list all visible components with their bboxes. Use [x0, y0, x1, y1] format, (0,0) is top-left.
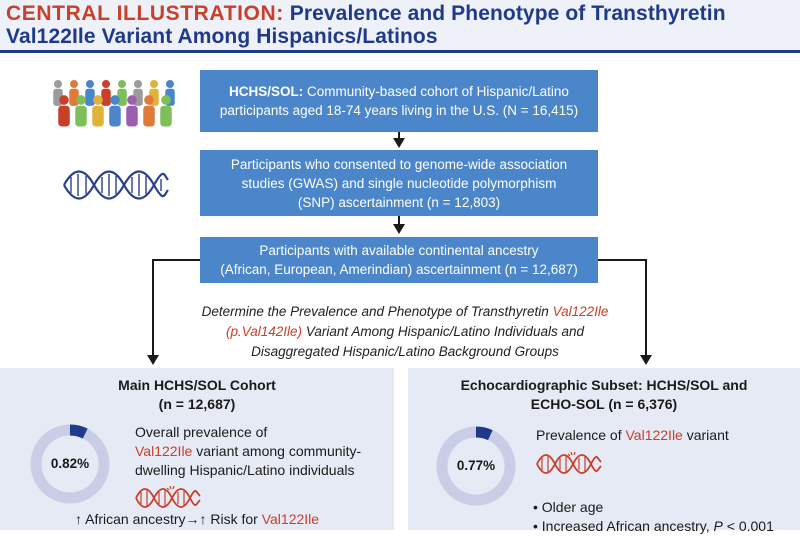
- main-cohort-ancestry-finding: ↑ African ancestry→↑ Risk for Val122Ile: [75, 510, 390, 529]
- echo-prevalence-donut: [436, 426, 516, 506]
- flow-box-gwas: Participants who consented to genome-wid…: [200, 150, 598, 216]
- dna-icon: [63, 170, 169, 200]
- title-part-2: Val122Ile Variant Among Hispanics/Latino…: [6, 25, 438, 48]
- objective-post-1: Variant Among Hispanic/Latino Individual…: [305, 324, 584, 339]
- main-cohort-text: Overall prevalence of Val122Ile variant …: [135, 423, 390, 480]
- flow-box-3-line-1: Participants with available continental …: [259, 243, 539, 258]
- branch-left-horizontal: [152, 259, 200, 261]
- title-line-2: Val122Ile Variant Among Hispanics/Latino…: [6, 25, 438, 49]
- objective-variant: Val122Ile: [552, 304, 609, 319]
- echo-bullet-1: • Older age: [533, 499, 604, 515]
- echo-bullet-2-pre: • Increased African ancestry,: [533, 518, 710, 534]
- dna-mutation-icon: [536, 452, 602, 474]
- echo-prevalence-value: 0.77%: [456, 458, 496, 473]
- dna-mutation-icon: [135, 486, 201, 508]
- echo-subset-title: Echocardiographic Subset: HCHS/SOL and E…: [408, 376, 800, 414]
- objective-post-2: Disaggregated Hispanic/Latino Background…: [251, 344, 559, 359]
- flow-box-2-line-3: (SNP) ascertainment (n = 12,803): [297, 194, 501, 210]
- objective-pre: Determine the Prevalence and Phenotype o…: [201, 304, 549, 319]
- flow-box-3-line-2: (African, European, Amerindian) ascertai…: [220, 262, 578, 277]
- flow-box-2-line-2: studies (GWAS) and single nucleotide pol…: [241, 175, 557, 191]
- panel-echo-subset: Echocardiographic Subset: HCHS/SOL and E…: [408, 368, 800, 534]
- header: CENTRAL ILLUSTRATION: Prevalence and Phe…: [0, 0, 800, 50]
- arrow-2-head: [393, 224, 405, 234]
- hchs-sol-label: HCHS/SOL:: [229, 84, 304, 99]
- panel-main-cohort: Main HCHS/SOL Cohort (n = 12,687) 0.82% …: [0, 368, 394, 530]
- branch-right-head: [640, 355, 652, 365]
- main-cohort-title: Main HCHS/SOL Cohort (n = 12,687): [0, 376, 394, 414]
- echo-bullet-2-p: P: [713, 518, 723, 534]
- main-cohort-title-line-2: (n = 12,687): [158, 396, 236, 412]
- main-bottom-pre: ↑ African ancestry→↑ Risk for: [75, 511, 258, 527]
- title-line-1: CENTRAL ILLUSTRATION: Prevalence and Phe…: [6, 2, 726, 26]
- echo-text-variant: Val122Ile: [625, 427, 683, 443]
- central-illustration-label: CENTRAL ILLUSTRATION:: [6, 2, 284, 25]
- echo-bullet-2-post: < 0.001: [726, 518, 774, 534]
- branch-right-vertical: [645, 259, 647, 357]
- arrow-1-shaft: [398, 132, 400, 140]
- people-group-icon: [53, 80, 175, 127]
- branch-left-head: [147, 355, 159, 365]
- echo-bullet-list: • Older age • Increased African ancestry…: [533, 498, 798, 536]
- main-text-variant: Val122Ile: [135, 443, 193, 459]
- arrow-1-head: [393, 138, 405, 148]
- branch-right-horizontal: [598, 259, 646, 261]
- title-part-1: Prevalence and Phenotype of Transthyreti…: [289, 2, 726, 25]
- flow-box-1-line-2: participants aged 18-74 years living in …: [219, 103, 579, 118]
- echo-title-line-1: Echocardiographic Subset: HCHS/SOL and: [460, 377, 748, 393]
- echo-text-post: variant: [686, 427, 729, 443]
- main-cohort-title-line-1: Main HCHS/SOL Cohort: [118, 377, 276, 393]
- flow-box-cohort: HCHS/SOL: Community-based cohort of Hisp…: [200, 70, 598, 132]
- study-objective: Determine the Prevalence and Phenotype o…: [160, 302, 650, 362]
- objective-variant-2: (p.Val142Ile): [226, 324, 303, 339]
- flow-box-2-line-1: Participants who consented to genome-wid…: [230, 156, 568, 172]
- flow-box-ancestry: Participants with available continental …: [200, 237, 598, 283]
- main-text-line-2: variant among community-: [196, 443, 362, 459]
- echo-title-line-2: ECHO-SOL (n = 6,376): [530, 396, 678, 412]
- echo-prevalence-text: Prevalence of Val122Ile variant: [536, 426, 796, 445]
- flow-box-1-line-1: Community-based cohort of Hispanic/Latin…: [307, 84, 569, 99]
- arrow-2-shaft: [398, 216, 400, 226]
- main-bottom-variant: Val122Ile: [261, 511, 320, 527]
- header-rule: [0, 50, 800, 53]
- echo-text-pre: Prevalence of: [536, 427, 622, 443]
- main-prevalence-donut: [30, 424, 110, 504]
- main-text-line-3: dwelling Hispanic/Latino individuals: [135, 462, 355, 478]
- main-text-line-1: Overall prevalence of: [135, 424, 268, 440]
- main-prevalence-value: 0.82%: [50, 456, 90, 471]
- branch-left-vertical: [152, 259, 154, 357]
